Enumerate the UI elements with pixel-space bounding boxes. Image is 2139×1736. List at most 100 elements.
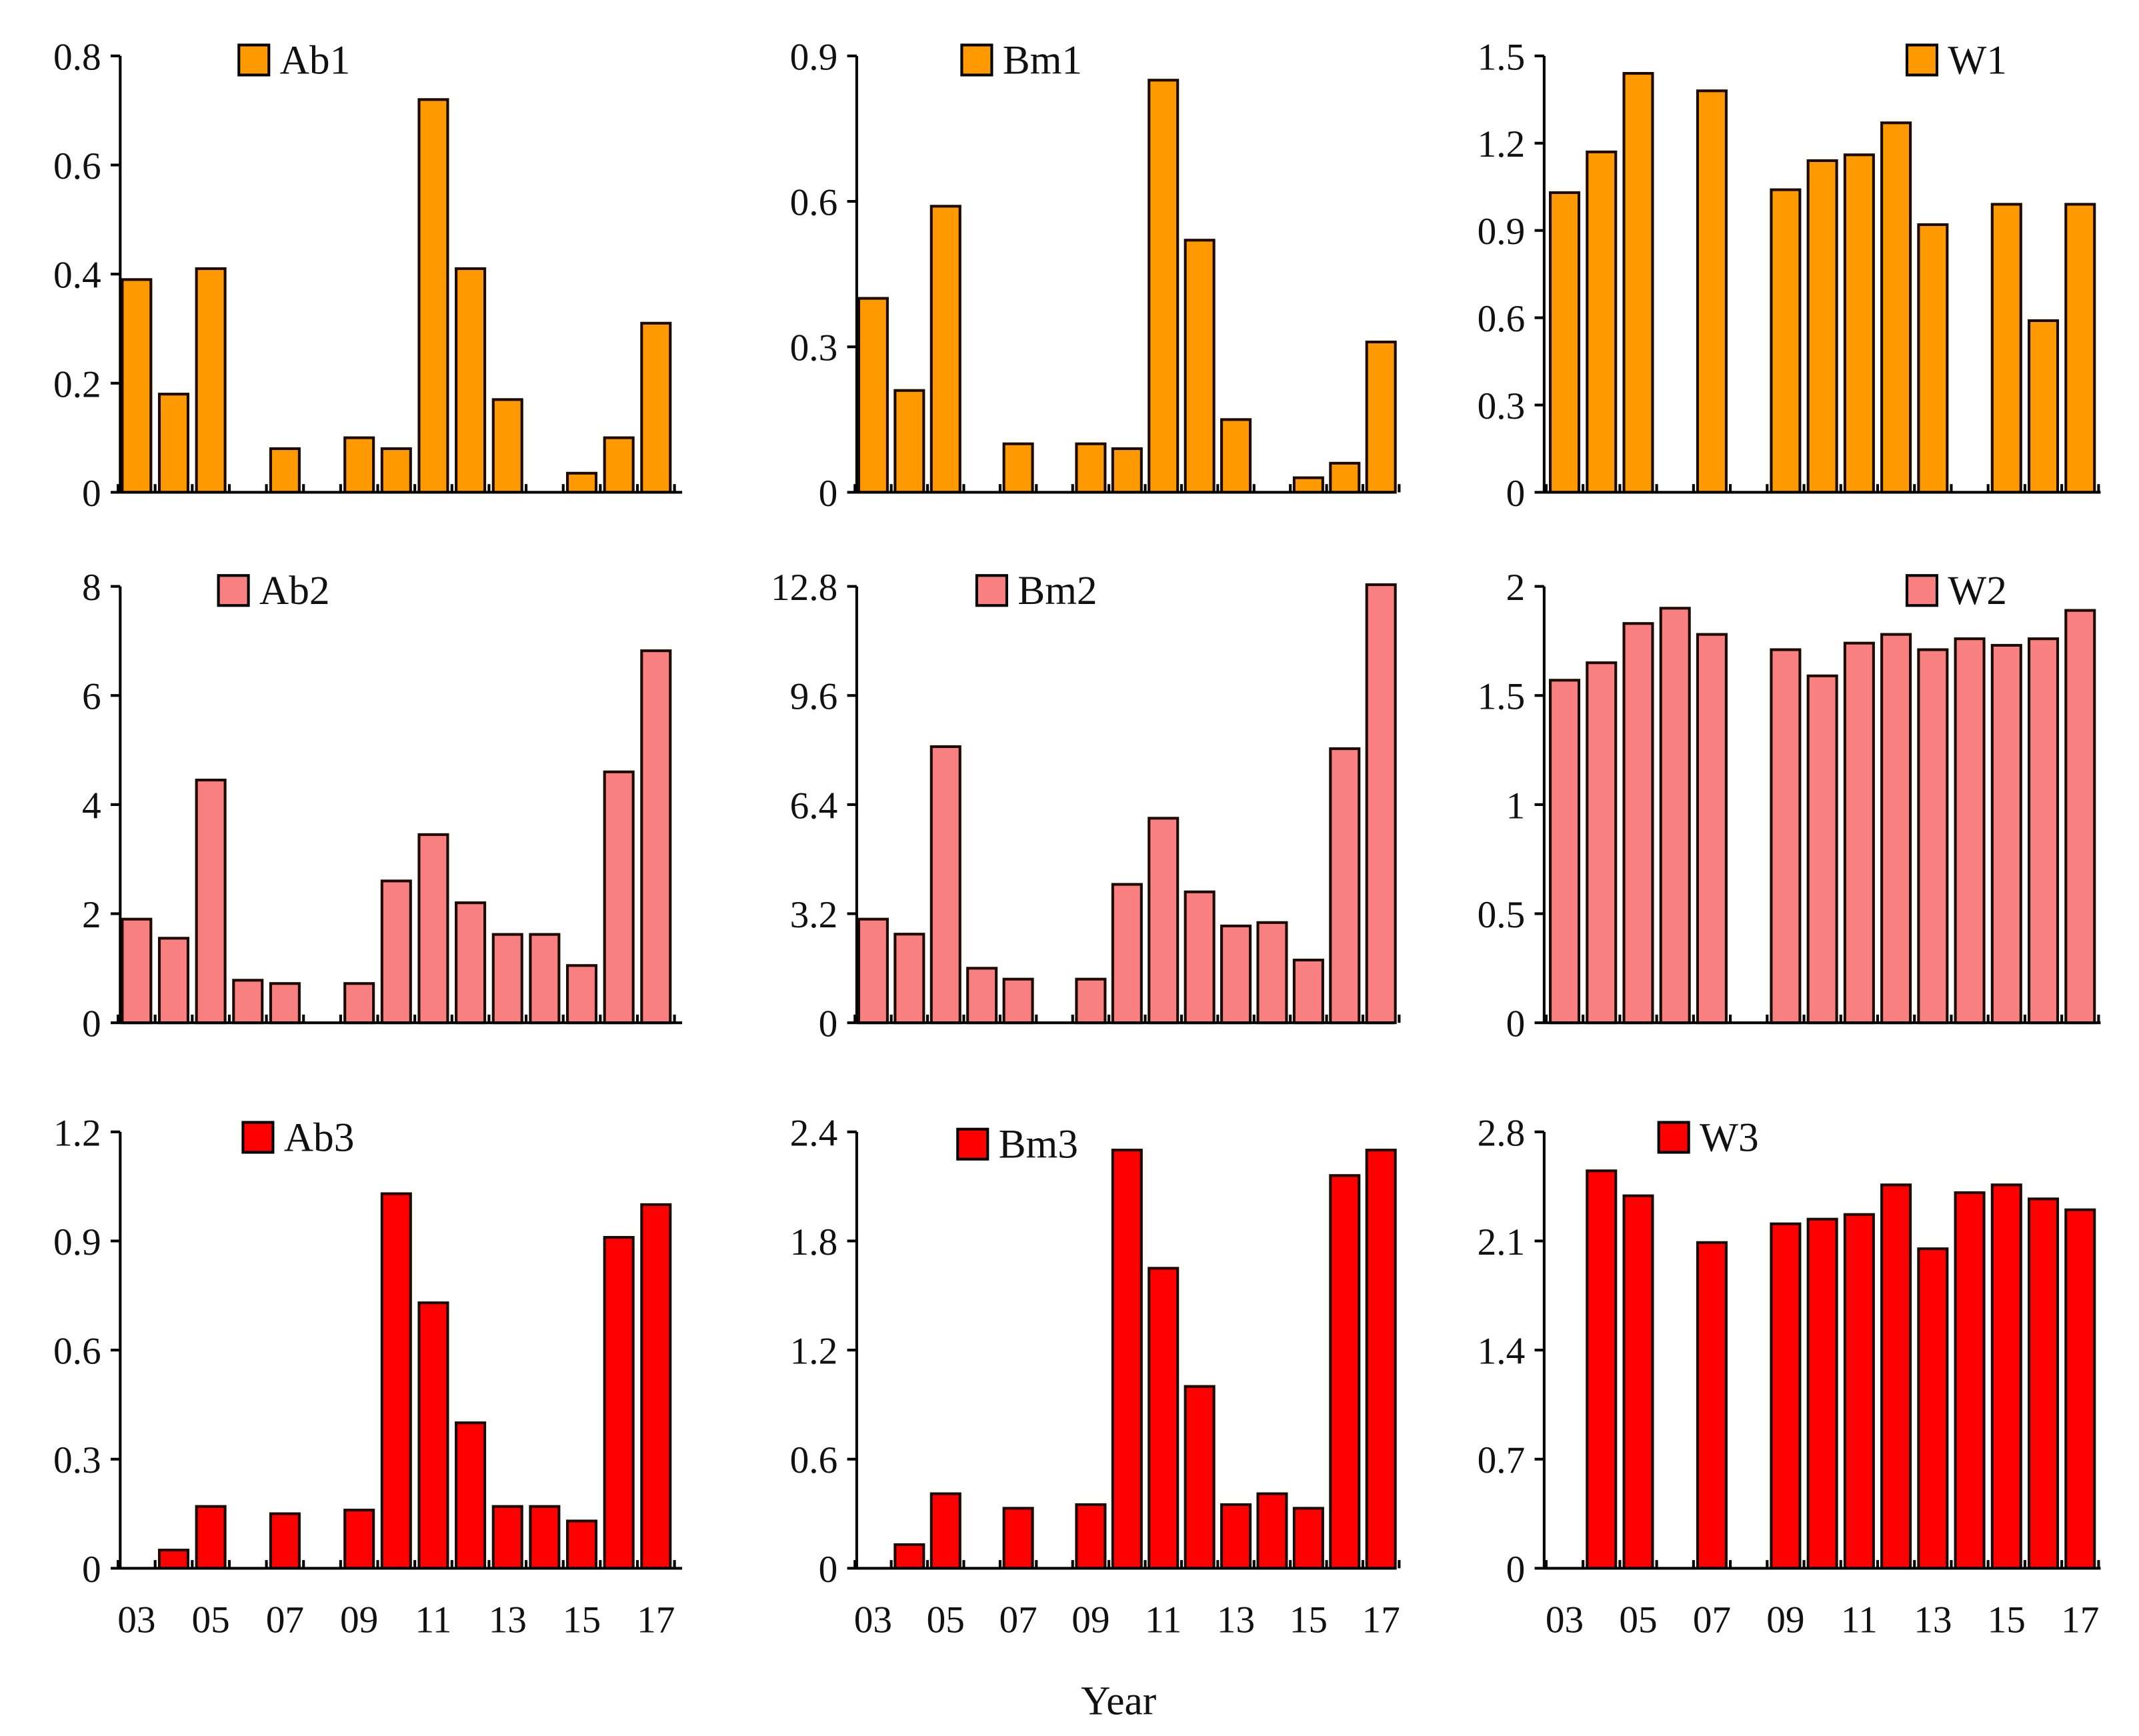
bar-11 [417,98,449,494]
bar-12 [1184,1385,1216,1570]
panel-ab3: 0 0.3 0.6 0.9 1.2 Ab3 03 05 07 09 11 13 15 17 [53,1112,683,1641]
x-tick-label: 07 [1693,1599,1731,1641]
bar-16 [2028,637,2060,1025]
bar-07 [269,982,301,1025]
y-tick-label: 3.2 [790,894,838,936]
bar-14 [1256,921,1288,1025]
x-tick-label: 03 [1546,1599,1584,1641]
bar-17 [2064,1208,2096,1570]
x-tick-label: 15 [1988,1599,2026,1641]
y-tick-label: 1.5 [1478,36,1526,78]
y-tick-label: 0 [82,473,101,515]
x-tick-label: 03 [854,1599,892,1641]
y-tick-label: 0.6 [790,182,838,224]
y-tick-label: 0 [819,1003,838,1045]
bar-15 [565,471,598,494]
legend-label: Ab2 [259,568,330,613]
bar-14 [1256,1492,1288,1570]
x-tick-label: 17 [1362,1599,1400,1641]
x-tick-label: 13 [489,1599,527,1641]
bar-11 [1148,79,1180,494]
bar-11 [417,833,449,1025]
y-tick-label: 1.2 [790,1331,838,1373]
y-tick-label: 0.4 [53,255,101,297]
bar-14 [529,933,561,1025]
x-tick-label: 13 [1217,1599,1255,1641]
bar-06 [1659,607,1691,1025]
bar-06 [966,967,998,1025]
bar-17 [640,1203,672,1570]
x-tick-label: 05 [191,1599,229,1641]
bar-15 [1990,203,2022,494]
bar-10 [380,447,412,494]
bar-05 [1622,622,1654,1025]
bar-05 [195,267,227,494]
y-tick-label: 0 [1506,1003,1526,1045]
x-tick-label: 15 [1290,1599,1328,1641]
y-tick-label: 0 [82,1549,101,1591]
y-tick-label: 0 [82,1003,101,1045]
bar-16 [1329,461,1361,494]
y-tick-label: 1 [1506,785,1526,827]
legend-label: W3 [1700,1115,1759,1160]
panel-bm3: 0 0.6 1.2 1.8 2.4 Bm3 03 05 07 09 11 13 15 17 [790,1112,1401,1641]
bar-12 [455,267,487,494]
y-tick-label: 0.6 [790,1439,838,1481]
bar-07 [1696,1241,1728,1570]
bar-05 [195,1505,227,1570]
bar-17 [1365,340,1397,494]
bar-12 [1880,633,1912,1025]
legend-label: Bm1 [1003,37,1082,83]
y-tick-label: 0.3 [1478,385,1526,427]
bar-11 [1843,153,1875,494]
x-tick-label: 07 [999,1599,1037,1641]
bar-09 [1770,648,1802,1025]
x-tick-label: 17 [637,1599,675,1641]
legend-label: W1 [1948,37,2007,83]
legend-swatch [1905,574,1939,607]
y-tick-label: 9.6 [790,676,838,718]
bar-09 [1075,1503,1107,1570]
bar-05 [929,205,961,494]
bar-17 [640,321,672,494]
bar-12 [1880,121,1912,494]
legend-swatch [960,43,993,77]
y-tick-label: 0.9 [53,1221,101,1263]
bar-16 [2028,1197,2060,1570]
legend-swatch [1905,43,1939,77]
y-tick-label: 0.3 [790,327,838,369]
legend-swatch [241,1121,275,1154]
bar-05 [1622,1194,1654,1570]
bar-09 [343,1509,375,1570]
legend-label: Ab1 [280,37,351,83]
x-tick-label: 07 [266,1599,304,1641]
bar-10 [1806,674,1838,1025]
x-tick-label: 05 [927,1599,965,1641]
legend-swatch [237,43,271,77]
legend-label: W2 [1948,568,2007,613]
y-tick-label: 4 [82,785,101,827]
bar-04 [1586,661,1618,1025]
bar-04 [157,393,189,494]
bar-11 [1148,817,1180,1025]
bar-10 [1111,1149,1143,1570]
y-tick-label: 0.5 [1478,894,1526,936]
legend-label: Ab3 [284,1115,355,1160]
bar-11 [1843,641,1875,1025]
y-tick-label: 0.2 [53,363,101,405]
bar-14 [1954,637,1986,1025]
bar-17 [1365,1149,1397,1570]
bar-11 [1148,1267,1180,1570]
y-tick-label: 1.2 [1478,123,1526,165]
y-tick-label: 6 [82,676,101,718]
bar-10 [1806,159,1838,494]
y-tick-label: 0.6 [1478,298,1526,340]
y-tick-label: 0.6 [53,1331,101,1373]
bar-05 [929,745,961,1025]
y-tick-label: 1.8 [790,1221,838,1263]
bar-15 [1990,1183,2022,1570]
y-tick-label: 2 [82,894,101,936]
bar-16 [2028,319,2060,494]
legend-swatch [975,574,1008,607]
